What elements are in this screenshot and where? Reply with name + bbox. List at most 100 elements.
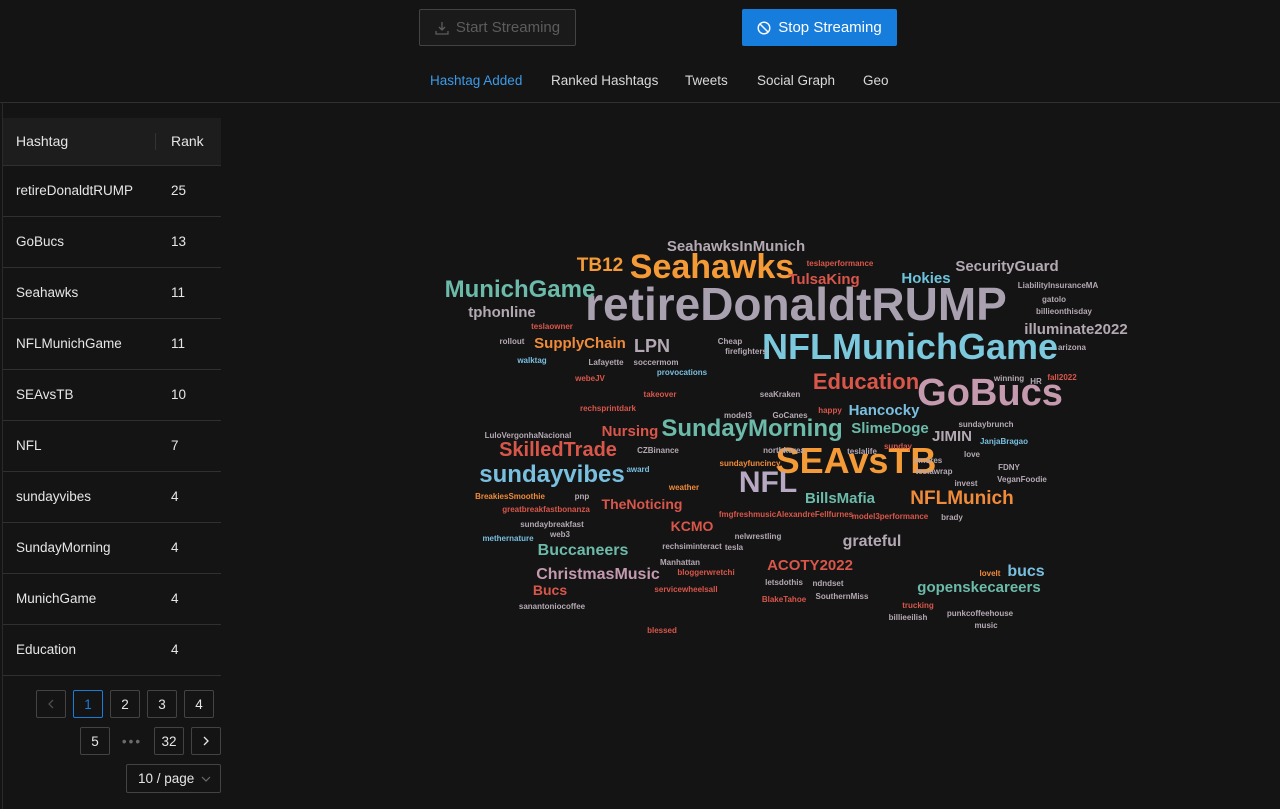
word-cloud-term: teslawrap bbox=[916, 467, 953, 476]
word-cloud-term: TheNoticing bbox=[602, 496, 683, 512]
table-row[interactable]: SundayMorning 4 bbox=[3, 523, 221, 574]
table-row[interactable]: retireDonaldtRUMP 25 bbox=[3, 166, 221, 217]
table-row[interactable]: SEAvsTB 10 bbox=[3, 370, 221, 421]
rank-cell: 4 bbox=[171, 489, 179, 504]
table-header: Hashtag Rank bbox=[3, 118, 221, 166]
hashtag-cell: SEAvsTB bbox=[16, 387, 74, 402]
word-cloud-term: ChristmasMusic bbox=[536, 566, 660, 583]
table-row[interactable]: MunichGame 4 bbox=[3, 574, 221, 625]
page-button-1[interactable]: 1 bbox=[73, 690, 103, 718]
word-cloud-term: SupplyChain bbox=[534, 335, 626, 352]
word-cloud-term: soccermom bbox=[634, 358, 679, 367]
word-cloud-term: arizona bbox=[1058, 343, 1087, 352]
table-row[interactable]: Seahawks 11 bbox=[3, 268, 221, 319]
word-cloud-term: invest bbox=[954, 479, 977, 488]
next-page-button[interactable] bbox=[191, 727, 221, 755]
word-cloud-term: winning bbox=[993, 374, 1024, 383]
word-cloud-term: ACOTY2022 bbox=[767, 557, 853, 574]
word-cloud-term: SundayMorning bbox=[661, 415, 842, 442]
tab-bar: Hashtag Added Ranked Hashtags Tweets Soc… bbox=[0, 60, 1280, 103]
word-cloud-term: rechsiminteract bbox=[662, 542, 722, 551]
table-row[interactable]: sundayvibes 4 bbox=[3, 472, 221, 523]
word-cloud-term: Lafayette bbox=[588, 358, 624, 367]
stop-icon bbox=[757, 20, 771, 35]
word-cloud-term: pnp bbox=[575, 492, 590, 501]
word-cloud-term: letsdothis bbox=[765, 578, 803, 587]
page-size-select[interactable]: 10 / page bbox=[126, 764, 221, 793]
column-header-rank[interactable]: Rank bbox=[171, 133, 204, 149]
word-cloud-term: seaKraken bbox=[760, 390, 801, 399]
word-cloud-term: trucking bbox=[902, 601, 934, 610]
tab-tweets[interactable]: Tweets bbox=[685, 73, 728, 88]
word-cloud-term: rechsprintdark bbox=[580, 404, 637, 413]
page-button-3[interactable]: 3 bbox=[147, 690, 177, 718]
word-cloud-term: teslalife bbox=[847, 447, 877, 456]
page-button-5[interactable]: 5 bbox=[80, 727, 110, 755]
tab-geo[interactable]: Geo bbox=[863, 73, 889, 88]
word-cloud-term: gopenskecareers bbox=[917, 579, 1040, 596]
word-cloud-term: Education bbox=[813, 369, 919, 394]
rank-cell: 10 bbox=[171, 387, 187, 402]
rank-cell: 13 bbox=[171, 234, 187, 249]
word-cloud-term: tesla bbox=[725, 543, 744, 552]
word-cloud-term: teslaowner bbox=[531, 322, 573, 331]
start-streaming-button[interactable]: Start Streaming bbox=[419, 9, 576, 46]
rank-cell: 4 bbox=[171, 591, 179, 606]
page-button-32[interactable]: 32 bbox=[154, 727, 184, 755]
start-streaming-label: Start Streaming bbox=[455, 19, 561, 36]
table-row[interactable]: NFL 7 bbox=[3, 421, 221, 472]
chevron-down-icon bbox=[201, 776, 211, 782]
word-cloud-term: JIMIN bbox=[932, 428, 972, 445]
tab-hashtag-added[interactable]: Hashtag Added bbox=[430, 73, 523, 88]
tab-social-graph[interactable]: Social Graph bbox=[757, 73, 836, 88]
tab-ranked-hashtags[interactable]: Ranked Hashtags bbox=[551, 73, 659, 88]
word-cloud-term: SecurityGuard bbox=[955, 258, 1058, 275]
word-cloud-term: GoCanes bbox=[772, 411, 808, 420]
stop-streaming-label: Stop Streaming bbox=[778, 19, 882, 36]
word-cloud-term: bloggerwretchi bbox=[677, 568, 734, 577]
word-cloud-term: Cheap bbox=[718, 337, 743, 346]
prev-page-button[interactable] bbox=[36, 690, 66, 718]
table-row[interactable]: GoBucs 13 bbox=[3, 217, 221, 268]
column-header-hashtag[interactable]: Hashtag bbox=[16, 133, 69, 149]
table-row[interactable]: NFLMunichGame 11 bbox=[3, 319, 221, 370]
word-cloud-term: sundayfuncincy bbox=[720, 459, 781, 468]
word-cloud-term: HR bbox=[1030, 377, 1042, 386]
page-button-2[interactable]: 2 bbox=[110, 690, 140, 718]
word-cloud-term: fall2022 bbox=[1047, 373, 1077, 382]
rank-cell: 4 bbox=[171, 642, 179, 657]
word-cloud-term: CZBinance bbox=[637, 446, 679, 455]
word-cloud-term: Manhattan bbox=[660, 558, 700, 567]
word-cloud-term: firefighters bbox=[725, 347, 767, 356]
word-cloud-term: ndndset bbox=[812, 579, 843, 588]
word-cloud-term: NFLMunich bbox=[910, 488, 1013, 509]
table-row[interactable]: Education 4 bbox=[3, 625, 221, 676]
word-cloud-term: tphonline bbox=[468, 304, 536, 321]
word-cloud-term: happy bbox=[818, 406, 842, 415]
word-cloud-term: nelwrestling bbox=[735, 532, 782, 541]
word-cloud-term: TB12 bbox=[577, 255, 623, 276]
panel-divider bbox=[2, 102, 3, 809]
hashtag-cell: GoBucs bbox=[16, 234, 65, 249]
hashtag-cell: sundayvibes bbox=[16, 489, 92, 504]
hashtag-cell: retireDonaldtRUMP bbox=[16, 183, 134, 198]
word-cloud-term: Seahawks bbox=[630, 248, 794, 286]
word-cloud-term: billieeilish bbox=[889, 613, 928, 622]
word-cloud-term: northkorea bbox=[763, 446, 805, 455]
rank-cell: 11 bbox=[171, 336, 186, 351]
word-cloud-term: LiabilityInsuranceMA bbox=[1018, 281, 1099, 290]
page-ellipsis[interactable]: ••• bbox=[117, 727, 147, 755]
word-cloud-term: gatolo bbox=[1042, 295, 1066, 304]
word-cloud-term: SouthernMiss bbox=[816, 592, 869, 601]
word-cloud-term: weather bbox=[668, 483, 699, 492]
page-button-4[interactable]: 4 bbox=[184, 690, 214, 718]
hashtag-cell: Education bbox=[16, 642, 77, 657]
word-cloud-term: Hokies bbox=[901, 270, 950, 287]
word-cloud-term: webeJV bbox=[574, 374, 605, 383]
word-cloud-term: GoBucs bbox=[917, 372, 1063, 414]
word-cloud-term: sundayvibes bbox=[479, 461, 624, 488]
word-cloud-term: retireDonaldtRUMP bbox=[585, 278, 1007, 330]
word-cloud-term: VeganFoodie bbox=[997, 475, 1047, 484]
stop-streaming-button[interactable]: Stop Streaming bbox=[742, 9, 897, 46]
page-size-value: 10 / page bbox=[138, 771, 195, 786]
